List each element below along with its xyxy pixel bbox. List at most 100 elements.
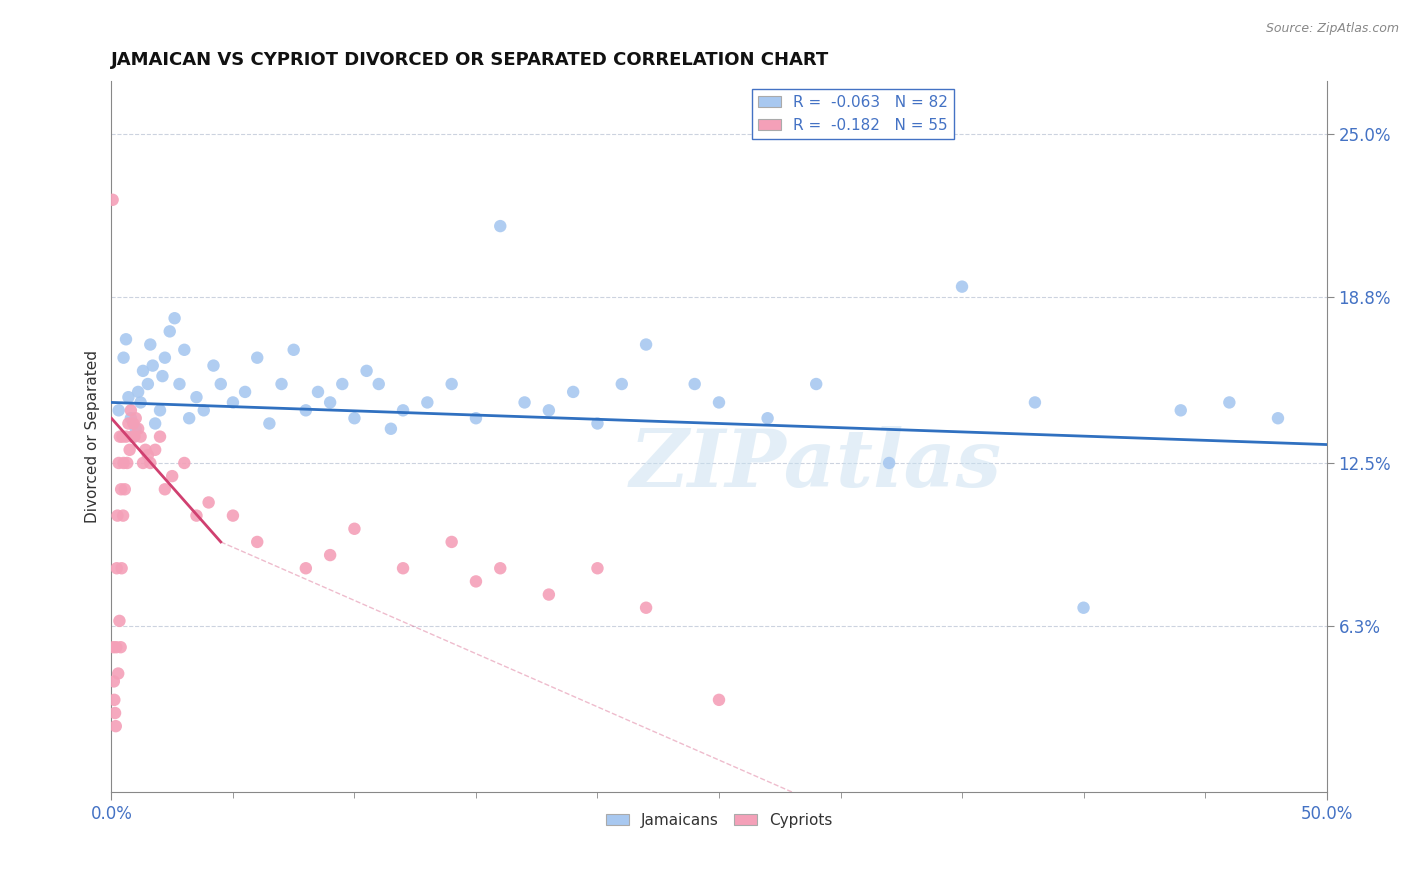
- Point: [136, 377, 159, 392]
- Point: [115, 456, 138, 470]
- Point: [380, 422, 402, 436]
- Point: [806, 377, 828, 392]
- Point: [108, 430, 131, 444]
- Point: [127, 422, 149, 436]
- Point: [129, 430, 152, 444]
- Point: [586, 417, 609, 431]
- Point: [489, 219, 512, 233]
- Point: [465, 411, 488, 425]
- Point: [1170, 403, 1192, 417]
- Point: [343, 522, 366, 536]
- Point: [114, 483, 136, 497]
- Point: [950, 279, 973, 293]
- Text: ZIPatlas: ZIPatlas: [630, 426, 1002, 504]
- Point: [683, 377, 706, 392]
- Point: [193, 403, 215, 417]
- Point: [153, 483, 176, 497]
- Point: [110, 561, 132, 575]
- Point: [440, 377, 463, 392]
- Y-axis label: Divorced or Separated: Divorced or Separated: [86, 351, 100, 523]
- Point: [120, 403, 142, 417]
- Point: [330, 377, 353, 392]
- Text: Source: ZipAtlas.com: Source: ZipAtlas.com: [1265, 22, 1399, 36]
- Point: [107, 508, 129, 523]
- Point: [179, 411, 201, 425]
- Point: [110, 483, 132, 497]
- Point: [173, 343, 195, 357]
- Point: [610, 377, 633, 392]
- Point: [108, 614, 131, 628]
- Point: [440, 535, 463, 549]
- Point: [319, 548, 342, 562]
- Point: [139, 456, 162, 470]
- Point: [259, 417, 281, 431]
- Point: [169, 377, 191, 392]
- Point: [105, 561, 128, 575]
- Point: [392, 561, 415, 575]
- Point: [149, 403, 172, 417]
- Point: [153, 351, 176, 365]
- Point: [112, 456, 135, 470]
- Point: [537, 403, 560, 417]
- Point: [129, 395, 152, 409]
- Point: [707, 395, 730, 409]
- Point: [586, 561, 609, 575]
- Point: [1024, 395, 1046, 409]
- Point: [112, 351, 135, 365]
- Point: [104, 719, 127, 733]
- Point: [307, 384, 329, 399]
- Point: [107, 403, 129, 417]
- Point: [222, 508, 245, 523]
- Point: [152, 369, 174, 384]
- Point: [489, 561, 512, 575]
- Point: [537, 588, 560, 602]
- Point: [319, 395, 342, 409]
- Point: [120, 411, 142, 425]
- Point: [283, 343, 305, 357]
- Point: [110, 640, 132, 655]
- Point: [112, 508, 135, 523]
- Point: [115, 332, 138, 346]
- Point: [125, 411, 148, 425]
- Point: [118, 442, 141, 457]
- Point: [1218, 395, 1240, 409]
- Point: [134, 442, 156, 457]
- Point: [160, 469, 183, 483]
- Point: [139, 337, 162, 351]
- Point: [416, 395, 439, 409]
- Point: [246, 535, 269, 549]
- Point: [209, 377, 232, 392]
- Point: [103, 693, 125, 707]
- Point: [125, 422, 148, 436]
- Point: [122, 430, 145, 444]
- Point: [115, 430, 138, 444]
- Point: [756, 411, 779, 425]
- Point: [270, 377, 292, 392]
- Point: [562, 384, 585, 399]
- Point: [202, 359, 225, 373]
- Point: [104, 706, 127, 720]
- Point: [142, 359, 165, 373]
- Point: [103, 674, 125, 689]
- Point: [197, 495, 219, 509]
- Text: JAMAICAN VS CYPRIOT DIVORCED OR SEPARATED CORRELATION CHART: JAMAICAN VS CYPRIOT DIVORCED OR SEPARATE…: [111, 51, 830, 69]
- Point: [117, 390, 139, 404]
- Point: [103, 640, 125, 655]
- Point: [105, 640, 128, 655]
- Point: [513, 395, 536, 409]
- Point: [707, 693, 730, 707]
- Legend: Jamaicans, Cypriots: Jamaicans, Cypriots: [599, 807, 838, 834]
- Point: [101, 193, 124, 207]
- Point: [356, 364, 378, 378]
- Point: [143, 417, 166, 431]
- Point: [173, 456, 195, 470]
- Point: [132, 456, 155, 470]
- Point: [465, 574, 488, 589]
- Point: [246, 351, 269, 365]
- Point: [136, 448, 159, 462]
- Point: [143, 442, 166, 457]
- Point: [163, 311, 186, 326]
- Point: [295, 403, 318, 417]
- Point: [127, 384, 149, 399]
- Point: [392, 403, 415, 417]
